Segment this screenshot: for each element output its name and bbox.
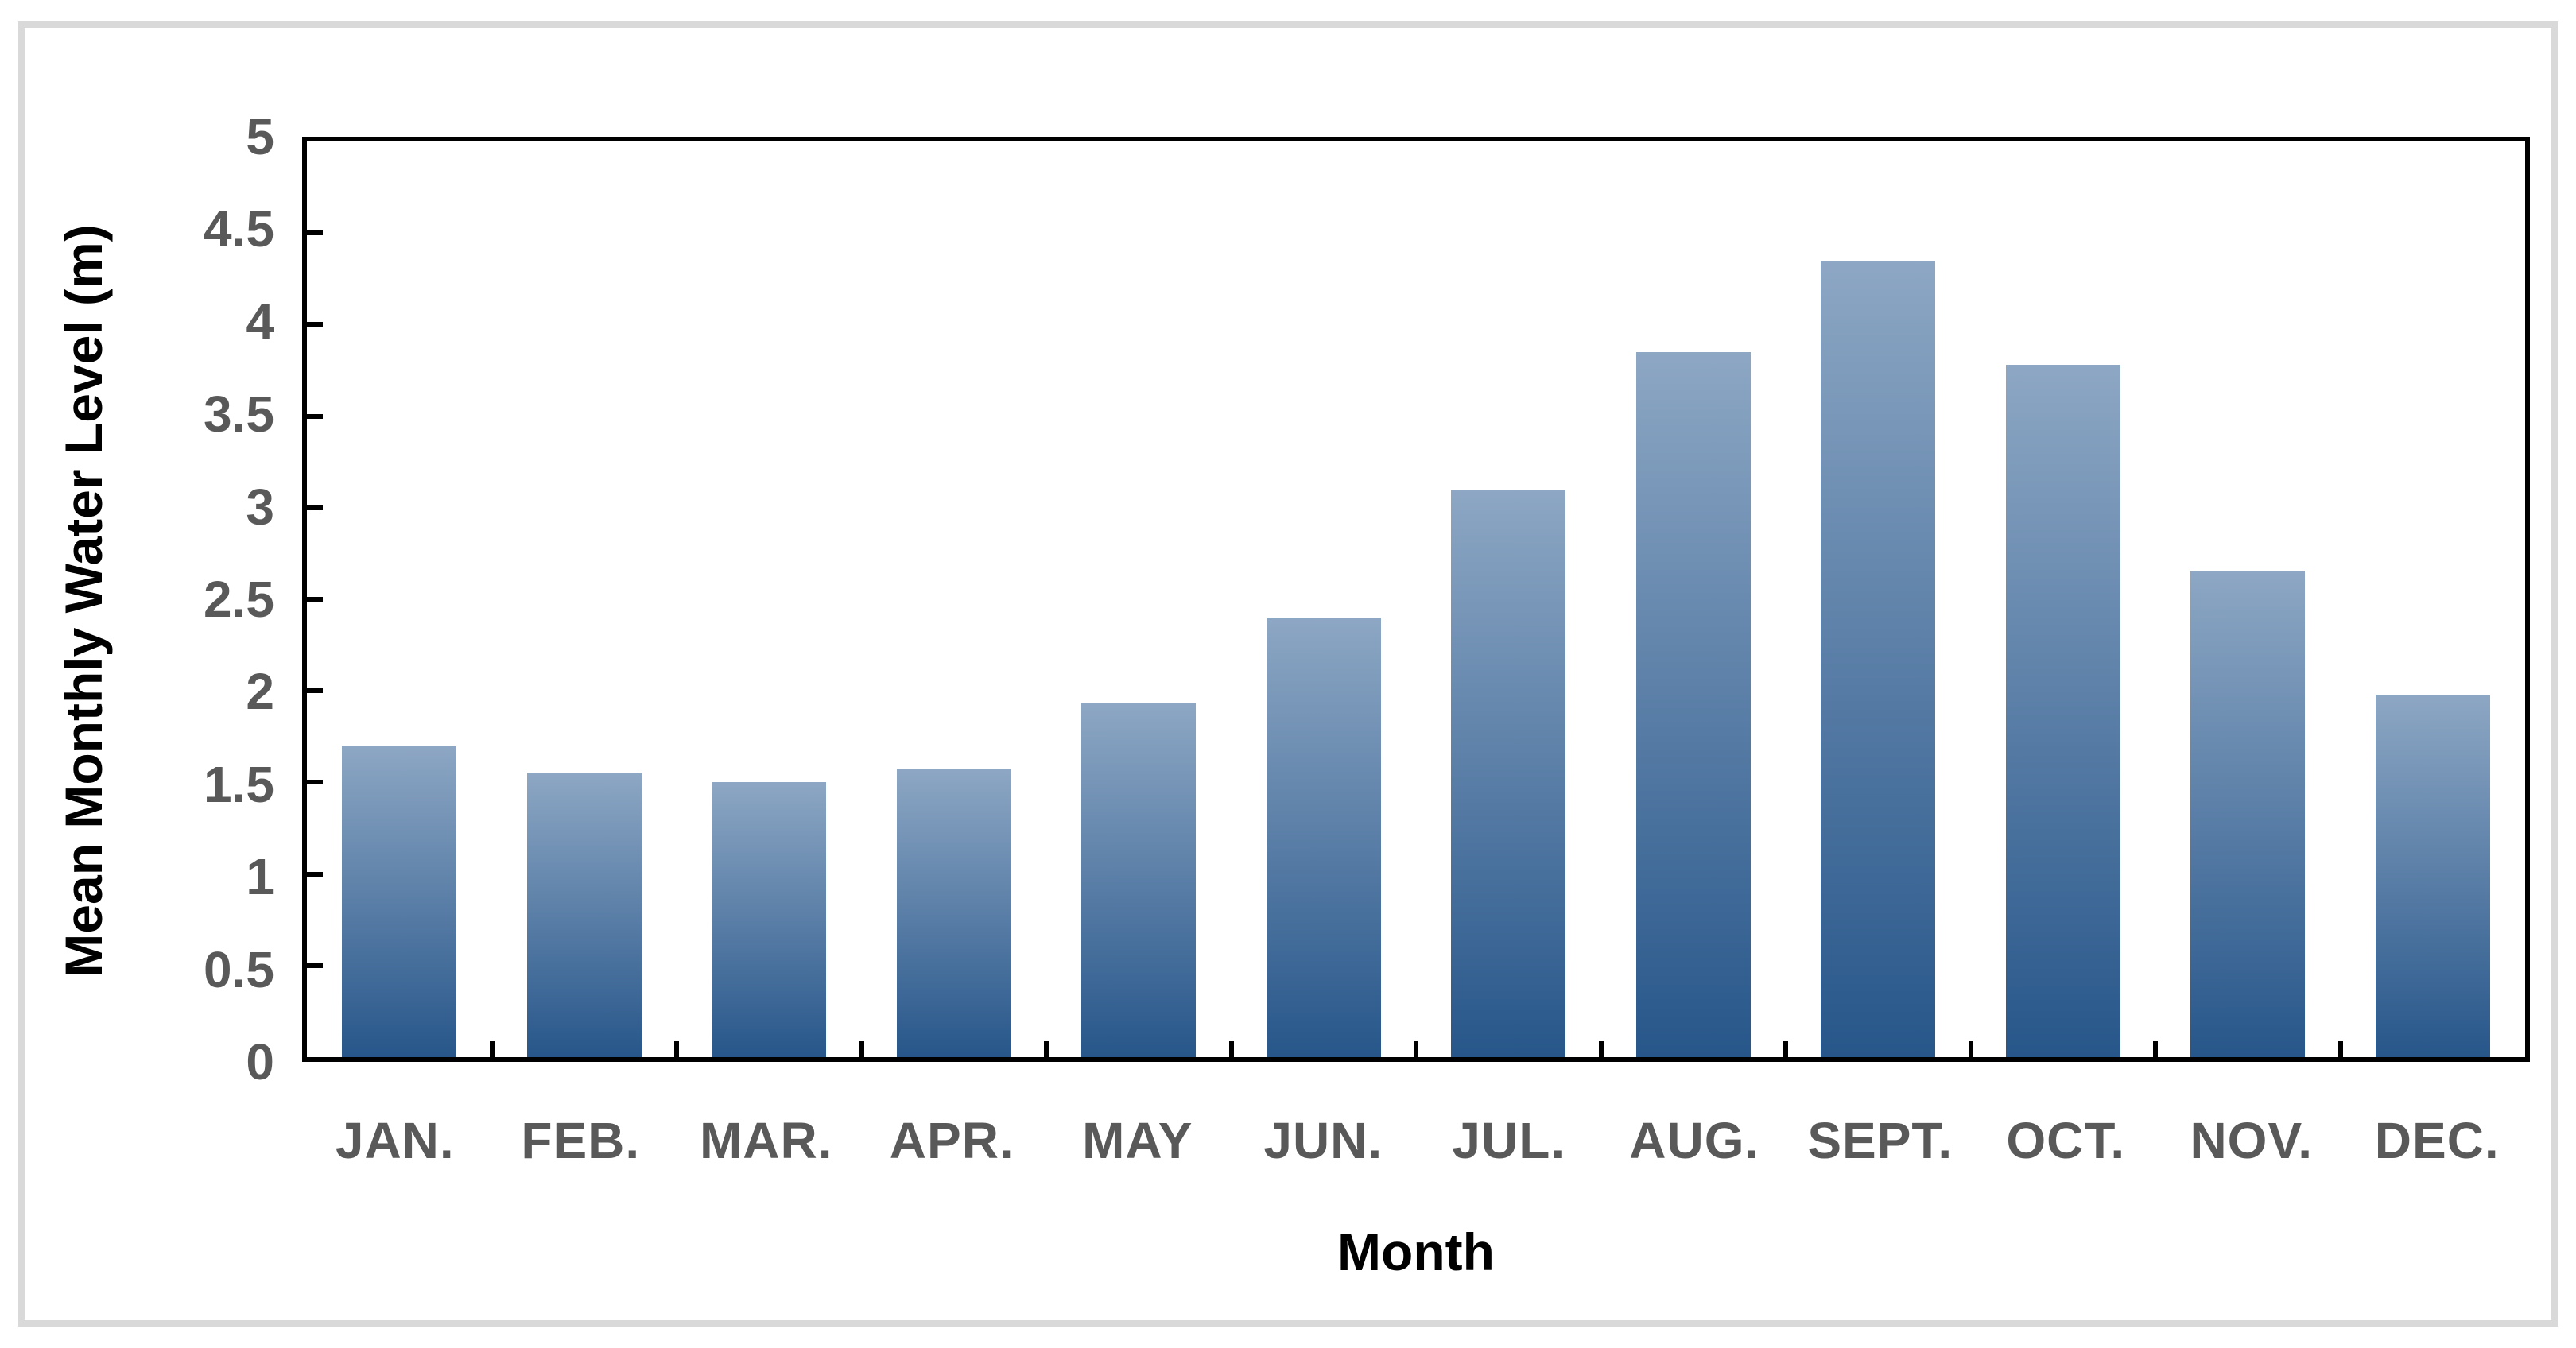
y-tick-mark: [307, 230, 323, 236]
bar-slot: [492, 141, 677, 1057]
y-tick-label: 2: [246, 663, 274, 721]
bar-slot: [1601, 141, 1787, 1057]
bar-JUN.: [1266, 618, 1381, 1057]
y-tick-label: 3: [246, 478, 274, 536]
y-tick-label: 4.5: [204, 200, 274, 258]
x-tick-mark: [1968, 1041, 1973, 1057]
bar-slot: [677, 141, 862, 1057]
x-tick-mark: [1598, 1041, 1604, 1057]
bar-MAY: [1081, 703, 1197, 1057]
y-tick-label: 0.5: [204, 940, 274, 998]
bar-NOV.: [2190, 571, 2306, 1057]
x-axis-title: Month: [1337, 1222, 1495, 1281]
y-tick-mark: [307, 413, 323, 419]
y-tick-label: 1: [246, 848, 274, 906]
x-tick-mark: [1414, 1041, 1418, 1057]
x-tick-mark: [2337, 1041, 2343, 1057]
x-tick-mark: [674, 1041, 679, 1057]
x-tick-label: OCT.: [2006, 1112, 2126, 1169]
x-tick-label: JAN.: [335, 1112, 455, 1169]
bar-slot: [1046, 141, 1232, 1057]
y-tick-mark: [307, 688, 323, 694]
y-tick-mark: [307, 871, 323, 877]
x-tick-mark: [1044, 1041, 1049, 1057]
bar-slot: [2341, 141, 2526, 1057]
x-tick-mark: [1228, 1041, 1234, 1057]
bar-FEB.: [526, 773, 642, 1057]
y-tick-mark: [307, 505, 323, 510]
bar-AUG.: [1635, 351, 1751, 1057]
x-tick-label: DEC.: [2374, 1112, 2500, 1169]
y-tick-label: 3.5: [204, 385, 274, 444]
x-tick-label: AUG.: [1629, 1112, 1760, 1169]
bar-slot: [307, 141, 492, 1057]
x-tick-mark: [1783, 1041, 1788, 1057]
bar-slot: [2155, 141, 2341, 1057]
x-tick-label: APR.: [889, 1112, 1014, 1169]
x-tick-label: SEPT.: [1807, 1112, 1953, 1169]
x-tick-mark: [489, 1041, 495, 1057]
bar-MAR.: [712, 782, 827, 1057]
bar-slot: [1416, 141, 1601, 1057]
x-tick-mark: [859, 1041, 864, 1057]
bar-DEC.: [2375, 694, 2490, 1057]
x-tick-label: NOV.: [2190, 1112, 2314, 1169]
bar-JAN.: [342, 746, 457, 1057]
y-tick-label: 4: [246, 292, 274, 351]
x-tick-label: MAY: [1082, 1112, 1193, 1169]
y-tick-label: 1.5: [204, 755, 274, 813]
bar-OCT.: [2005, 365, 2120, 1057]
bar-APR.: [896, 769, 1011, 1057]
bar-slot: [1971, 141, 2156, 1057]
x-tick-label: FEB.: [521, 1112, 641, 1169]
y-tick-label: 5: [246, 108, 274, 165]
x-tick-label: JUL.: [1452, 1112, 1566, 1169]
bar-slot: [862, 141, 1047, 1057]
x-tick-label: JUN.: [1263, 1112, 1383, 1169]
x-tick-mark: [2153, 1041, 2158, 1057]
y-tick-mark: [307, 780, 323, 785]
y-tick-mark: [307, 963, 323, 968]
y-tick-mark: [307, 322, 323, 327]
bar-series: [307, 141, 2525, 1057]
bar-JUL.: [1451, 489, 1566, 1057]
y-tick-label: 0: [246, 1033, 274, 1090]
y-tick-mark: [307, 597, 323, 602]
x-tick-label: MAR.: [699, 1112, 833, 1169]
plot-area: [302, 137, 2530, 1062]
bar-SEPT.: [1821, 260, 1936, 1057]
bar-slot: [1786, 141, 1971, 1057]
bar-slot: [1232, 141, 1417, 1057]
y-tick-label: 2.5: [204, 571, 274, 628]
